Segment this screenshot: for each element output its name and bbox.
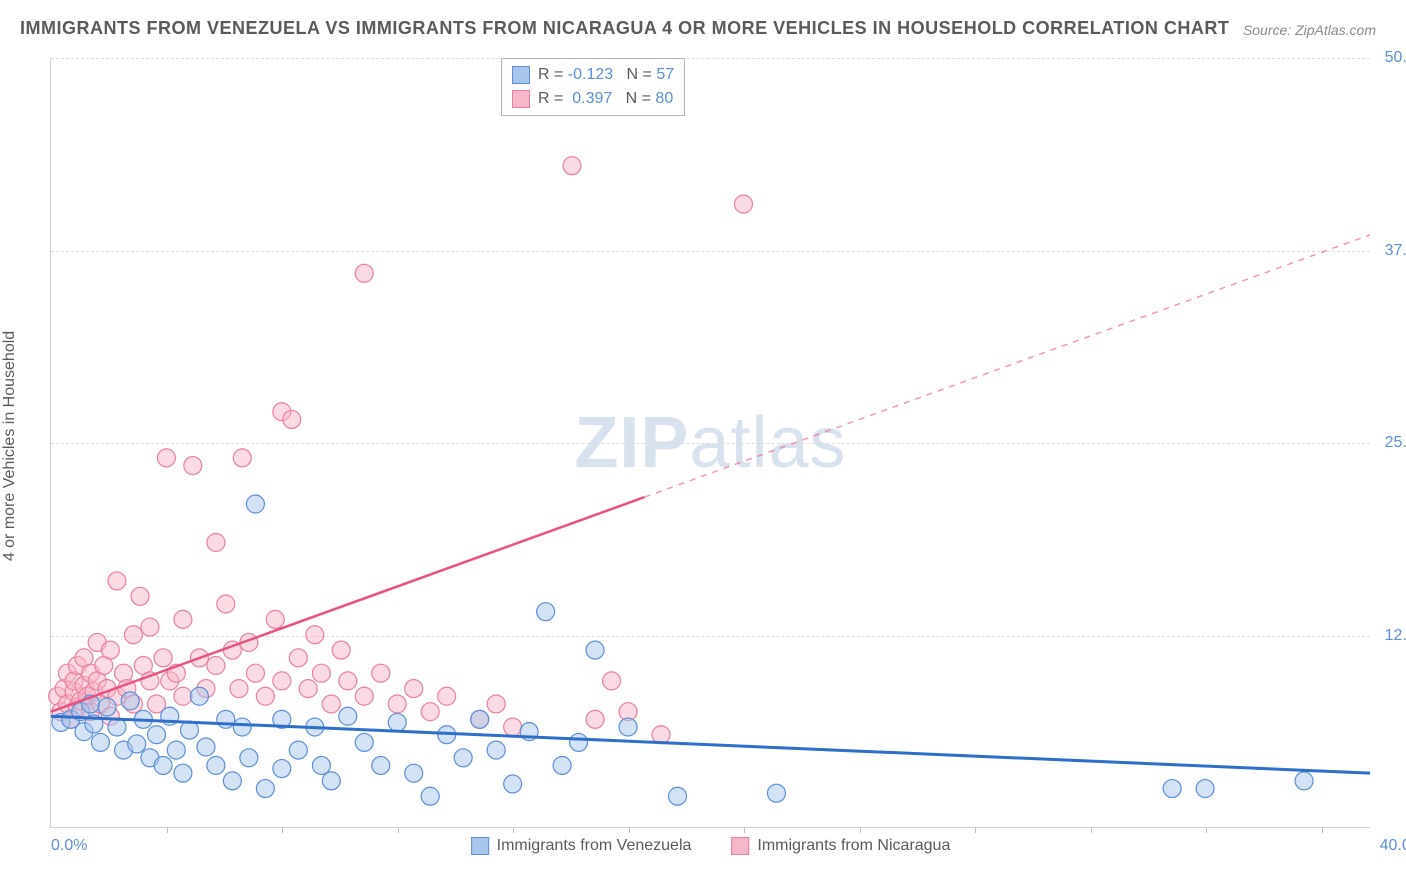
- legend-item-nicaragua: Immigrants from Nicaragua: [731, 837, 950, 855]
- source-attribution: Source: ZipAtlas.com: [1243, 22, 1376, 38]
- swatch-nicaragua: [512, 90, 530, 108]
- chart-title: IMMIGRANTS FROM VENEZUELA VS IMMIGRANTS …: [20, 18, 1229, 39]
- stats-row-nicaragua: R = 0.397 N = 80: [512, 87, 674, 111]
- correlation-stats-box: R = -0.123 N = 57 R = 0.397 N = 80: [501, 58, 685, 116]
- stats-row-venezuela: R = -0.123 N = 57: [512, 63, 674, 87]
- y-tick-label: 25.0%: [1385, 434, 1406, 452]
- y-axis-label: 4 or more Vehicles in Household: [1, 331, 19, 561]
- swatch-venezuela: [471, 837, 489, 855]
- x-tick-max: 40.0%: [1380, 837, 1406, 855]
- x-tick-min: 0.0%: [51, 837, 87, 855]
- swatch-nicaragua: [731, 837, 749, 855]
- y-tick-label: 12.5%: [1385, 627, 1406, 645]
- bottom-legend: Immigrants from Venezuela Immigrants fro…: [471, 837, 951, 855]
- scatter-plot: ZIPatlas R = -0.123 N = 57 R = 0.397 N =…: [50, 58, 1370, 828]
- legend-item-venezuela: Immigrants from Venezuela: [471, 837, 692, 855]
- y-tick-label: 37.5%: [1385, 242, 1406, 260]
- plot-svg: [51, 58, 1370, 827]
- y-tick-label: 50.0%: [1385, 49, 1406, 67]
- swatch-venezuela: [512, 66, 530, 84]
